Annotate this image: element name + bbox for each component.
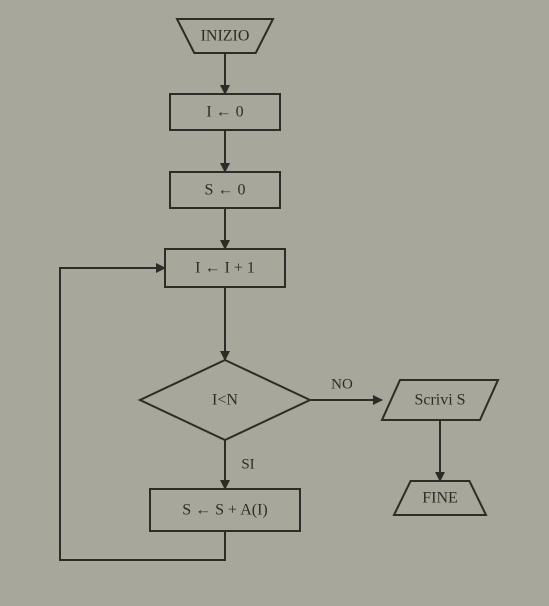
edge-label-si: SI (241, 456, 254, 472)
node-init_i-label: I ← 0 (206, 104, 243, 121)
node-output-label: Scrivi S (414, 392, 465, 409)
node-start-label: INIZIO (201, 28, 250, 45)
node-init_s-label: S ← 0 (205, 182, 246, 199)
node-accum-label: S ← S + A(I) (182, 502, 267, 519)
node-end-label: FINE (422, 490, 458, 507)
node-inc_i-label: I ← I + 1 (195, 260, 255, 277)
edge-label-no: NO (331, 376, 353, 392)
node-cond-label: I<N (212, 392, 238, 409)
